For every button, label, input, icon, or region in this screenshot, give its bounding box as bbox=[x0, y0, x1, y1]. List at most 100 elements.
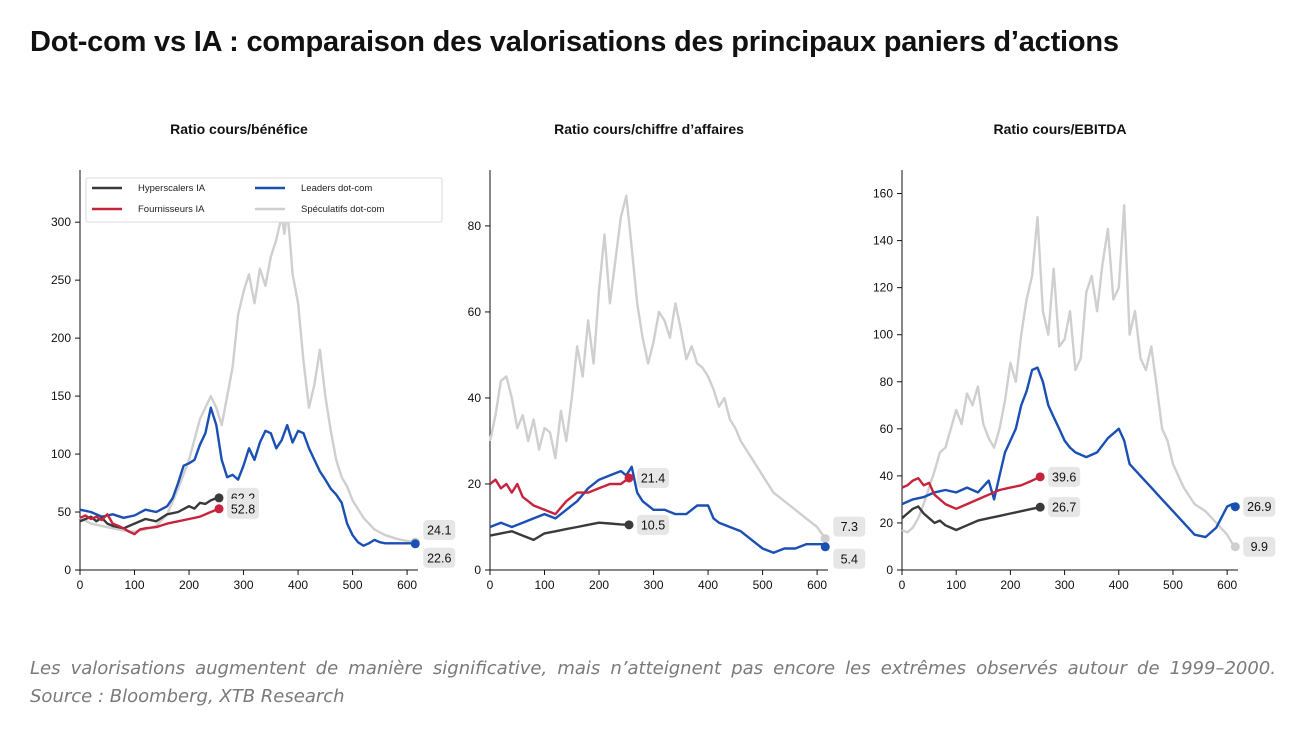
legend-label: Hyperscalers IA bbox=[138, 183, 206, 194]
chart-title: Ratio cours/EBITDA bbox=[993, 121, 1126, 137]
end-marker bbox=[214, 504, 224, 514]
end-marker bbox=[1035, 502, 1045, 512]
legend-label: Leaders dot-com bbox=[301, 183, 372, 194]
end-label-box bbox=[227, 498, 260, 519]
chart-svg-ev: Ratio cours/EBITDA 0 100 200 300 400 500 600 0 20… bbox=[873, 121, 1276, 592]
x-tick-label: 400 bbox=[1109, 578, 1129, 592]
chart-caption: Les valorisations augmentent de manière … bbox=[30, 658, 1276, 679]
end-marker bbox=[214, 493, 224, 503]
end-marker bbox=[1035, 472, 1045, 482]
series-line-fournisseurs-ia bbox=[901, 475, 1041, 510]
chart-price-ebitda: Ratio cours/EBITDA 0 100 200 300 400 500 600 0 20… bbox=[850, 110, 1280, 610]
end-label: 52.8 bbox=[227, 498, 260, 519]
series-line-fournisseurs-ia bbox=[79, 507, 220, 536]
end-label-text: 10.5 bbox=[641, 518, 665, 532]
end-label: 22.6 bbox=[423, 547, 456, 568]
chart-title: Ratio cours/chiffre d’affaires bbox=[554, 121, 744, 137]
page-title: Dot-com vs IA : comparaison des valorisa… bbox=[30, 26, 1119, 58]
end-marker bbox=[820, 542, 830, 552]
y-tick-label: 0 bbox=[886, 563, 893, 577]
x-tick-label: 300 bbox=[1055, 578, 1075, 592]
y-tick-label: 0 bbox=[64, 563, 71, 577]
end-label-text: 24.1 bbox=[427, 524, 451, 538]
y-tick-label: 200 bbox=[51, 331, 71, 345]
chart-price-sales: Ratio cours/chiffre d’affaires 0 100 200 300… bbox=[440, 110, 870, 610]
end-label-text: 39.6 bbox=[1052, 470, 1076, 484]
y-tick-label: 20 bbox=[880, 516, 894, 530]
series-line-hyperscalers-ia bbox=[79, 496, 220, 530]
y-tick-label: 100 bbox=[51, 447, 71, 461]
series-line-sp-culatifs-dot-com bbox=[488, 194, 827, 540]
x-tick-label: 500 bbox=[343, 578, 363, 592]
end-label-box bbox=[833, 548, 866, 569]
end-label-box bbox=[833, 516, 866, 537]
end-label: 21.4 bbox=[637, 467, 670, 488]
end-label: 26.7 bbox=[1048, 497, 1081, 518]
y-tick-label: 60 bbox=[468, 305, 482, 319]
end-label: 26.9 bbox=[1243, 496, 1276, 517]
end-marker bbox=[410, 539, 420, 549]
y-tick-label: 40 bbox=[880, 469, 894, 483]
x-tick-label: 100 bbox=[946, 578, 966, 592]
y-tick-label: 160 bbox=[873, 187, 893, 201]
end-label-text: 52.8 bbox=[231, 502, 255, 516]
end-label-text: 9.9 bbox=[1251, 540, 1268, 554]
series-line-hyperscalers-ia bbox=[489, 521, 630, 542]
chart-legend: Hyperscalers IA Fournisseurs IA Leaders do… bbox=[85, 177, 443, 223]
y-tick-label: 60 bbox=[880, 422, 894, 436]
y-tick-label: 50 bbox=[58, 505, 72, 519]
x-tick-label: 600 bbox=[397, 578, 417, 592]
series-line-sp-culatifs-dot-com bbox=[901, 204, 1237, 548]
end-label-box bbox=[637, 514, 670, 535]
series-line-leaders-dot-com bbox=[489, 465, 827, 554]
end-marker bbox=[624, 473, 634, 483]
y-tick-label: 120 bbox=[873, 281, 893, 295]
legend-label: Fournisseurs IA bbox=[138, 204, 205, 215]
y-tick-label: 20 bbox=[468, 477, 482, 491]
chart-title: Ratio cours/bénéfice bbox=[170, 121, 308, 137]
end-label: 9.9 bbox=[1243, 536, 1276, 557]
chart-price-earnings: Ratio cours/bénéfice 0 100 200 300 400 500 600 0… bbox=[10, 110, 456, 610]
x-tick-label: 100 bbox=[125, 578, 145, 592]
end-label-text: 26.7 bbox=[1052, 501, 1076, 515]
y-tick-label: 140 bbox=[873, 234, 893, 248]
end-marker bbox=[1230, 542, 1240, 552]
end-label-box bbox=[1243, 536, 1276, 557]
x-tick-label: 300 bbox=[644, 578, 664, 592]
legend-label: Spéculatifs dot-com bbox=[301, 204, 385, 215]
x-tick-label: 600 bbox=[1217, 578, 1237, 592]
end-label-box bbox=[1048, 466, 1081, 487]
end-label-box bbox=[1048, 497, 1081, 518]
x-tick-label: 200 bbox=[589, 578, 609, 592]
x-tick-label: 0 bbox=[487, 578, 494, 592]
x-tick-label: 400 bbox=[698, 578, 718, 592]
end-label: 24.1 bbox=[423, 520, 456, 541]
series-line-fournisseurs-ia bbox=[489, 477, 630, 516]
series-line-leaders-dot-com bbox=[79, 406, 416, 547]
y-tick-label: 150 bbox=[51, 389, 71, 403]
x-tick-label: 200 bbox=[1000, 578, 1020, 592]
x-tick-label: 0 bbox=[77, 578, 84, 592]
y-tick-label: 300 bbox=[51, 215, 71, 229]
x-tick-label: 600 bbox=[807, 578, 827, 592]
x-tick-label: 500 bbox=[1163, 578, 1183, 592]
y-tick-label: 0 bbox=[474, 563, 481, 577]
end-label-text: 7.3 bbox=[841, 520, 858, 534]
legend-box bbox=[85, 177, 443, 223]
x-tick-label: 300 bbox=[234, 578, 254, 592]
x-tick-label: 400 bbox=[288, 578, 308, 592]
end-label-box bbox=[637, 467, 670, 488]
x-tick-label: 0 bbox=[899, 578, 906, 592]
end-label-box bbox=[423, 520, 456, 541]
x-tick-label: 100 bbox=[535, 578, 555, 592]
end-label: 39.6 bbox=[1048, 466, 1081, 487]
y-tick-label: 100 bbox=[873, 328, 893, 342]
chart-source: Source : Bloomberg, XTB Research bbox=[30, 686, 345, 707]
y-tick-label: 80 bbox=[468, 219, 482, 233]
x-tick-label: 500 bbox=[753, 578, 773, 592]
end-label: 5.4 bbox=[833, 548, 866, 569]
end-label-text: 22.6 bbox=[427, 551, 451, 565]
series-line-hyperscalers-ia bbox=[901, 505, 1041, 532]
x-tick-label: 200 bbox=[179, 578, 199, 592]
